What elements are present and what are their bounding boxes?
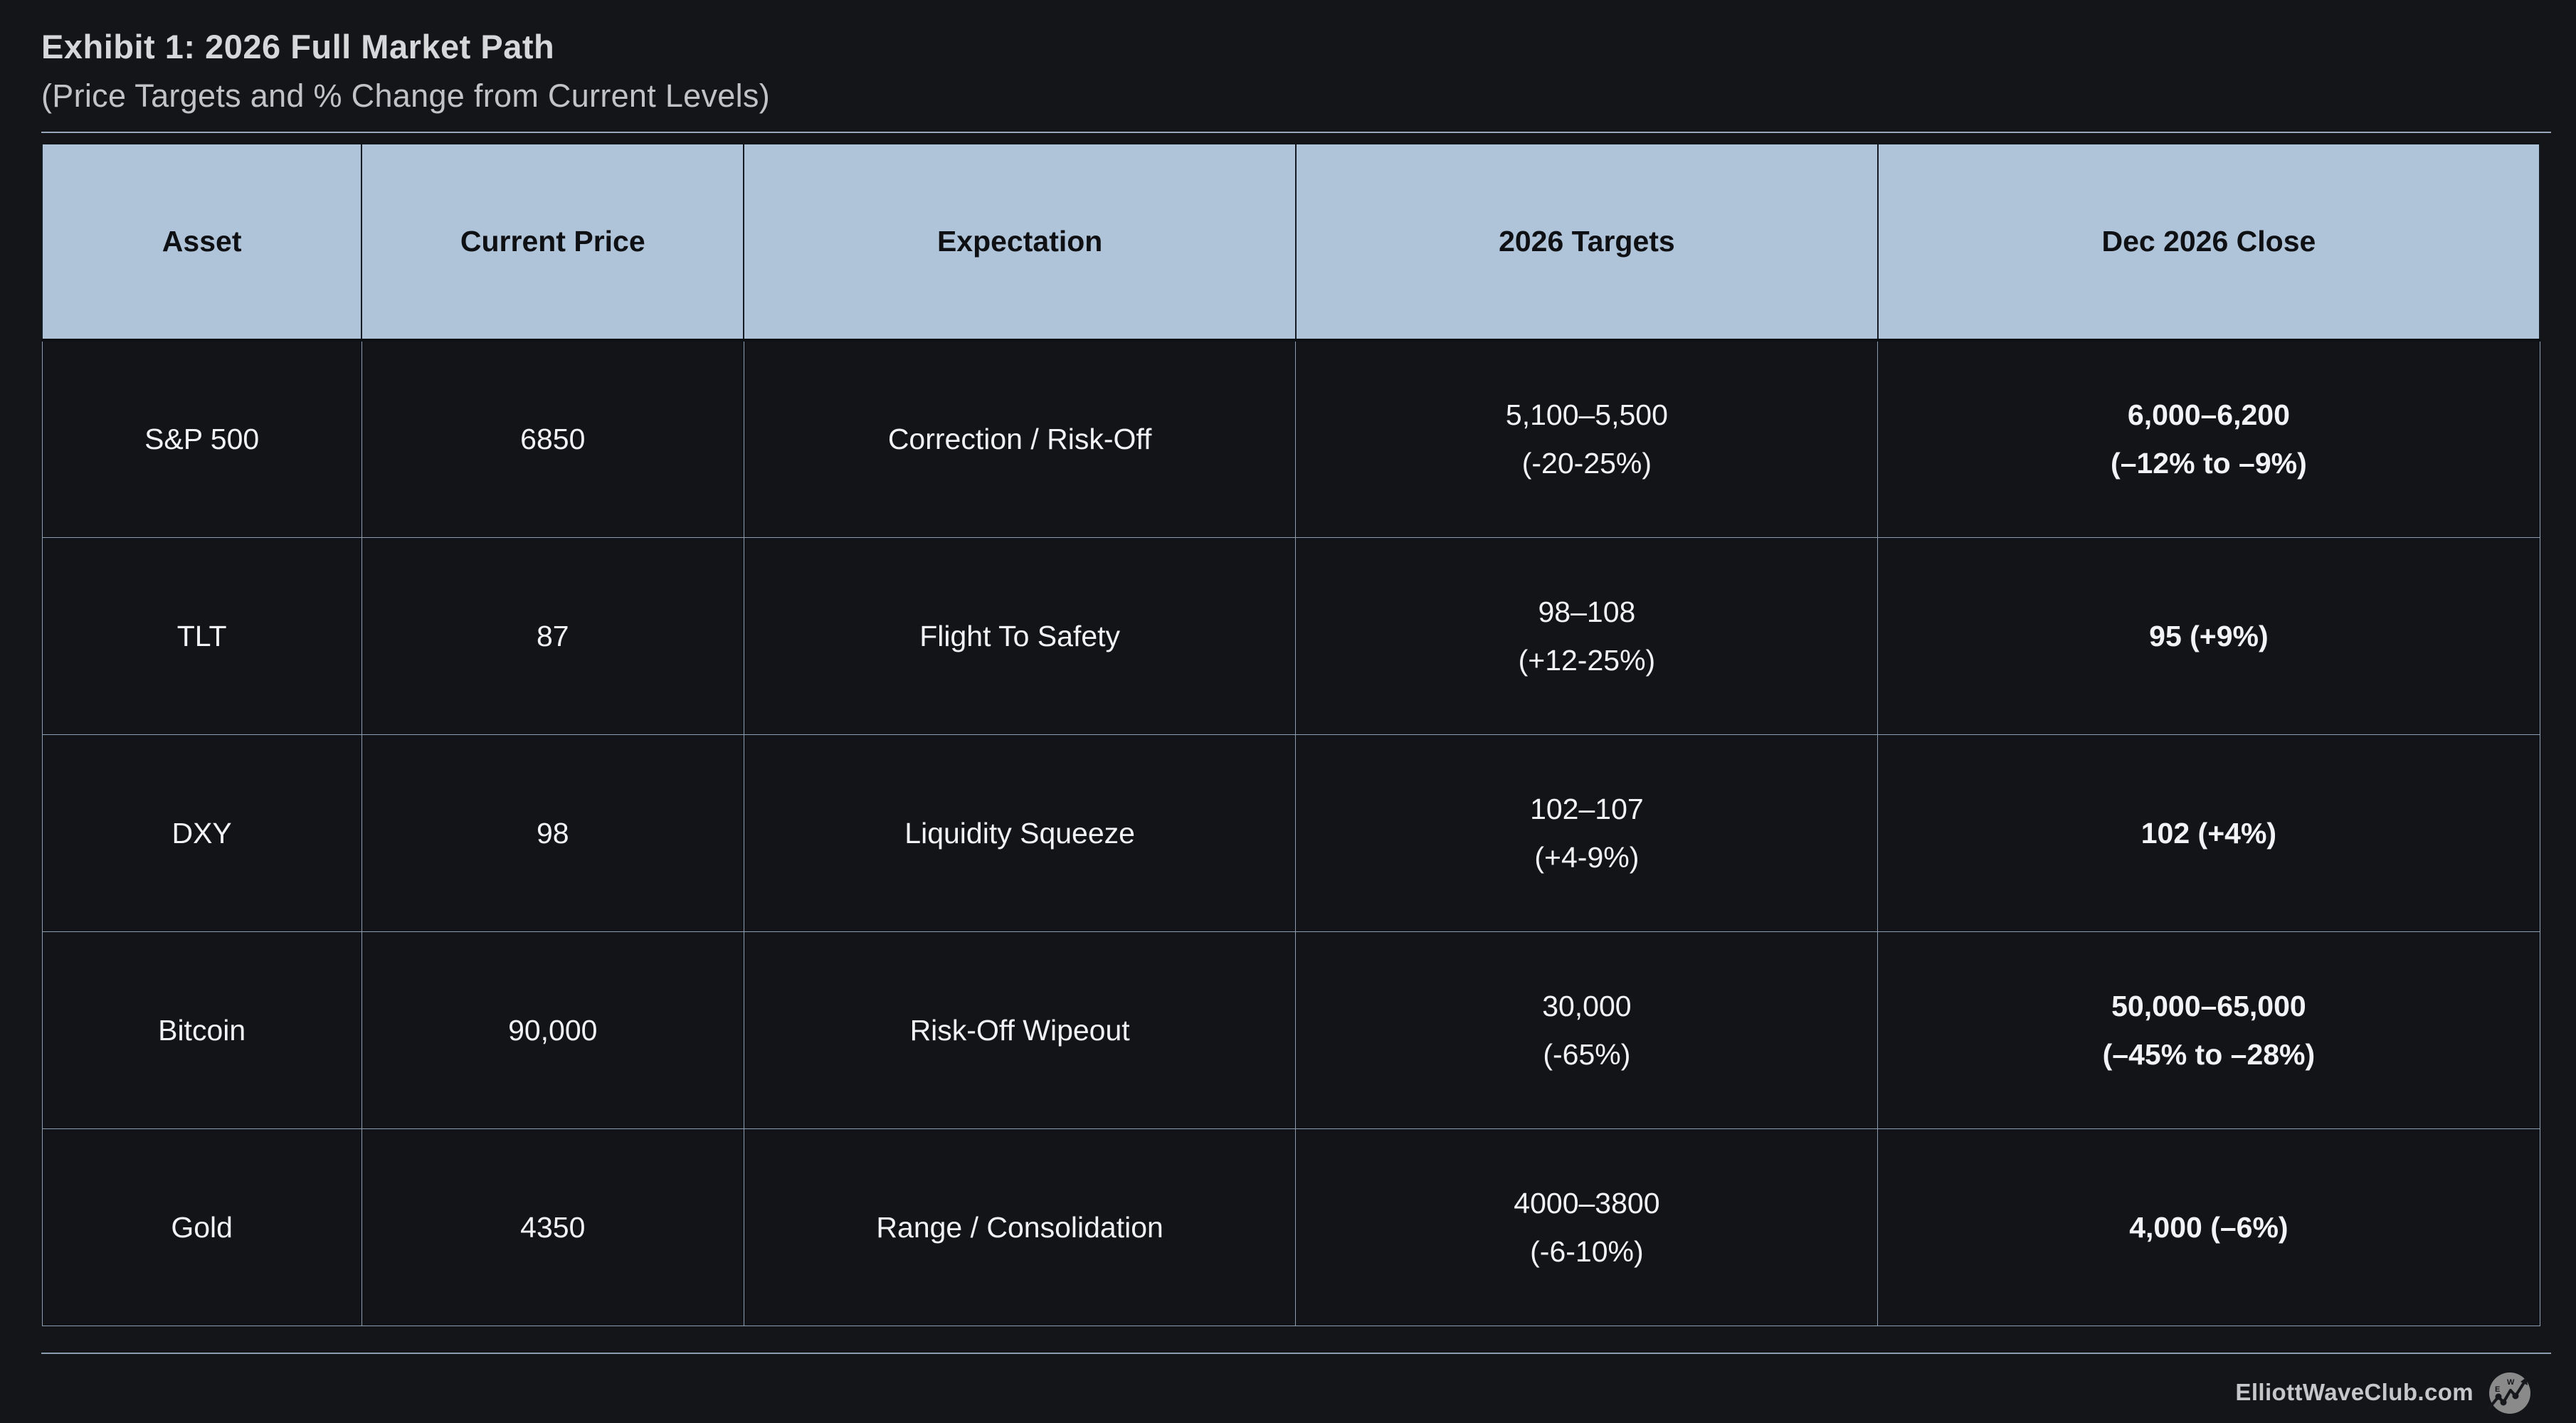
asset-cell: Gold xyxy=(41,1128,362,1326)
dec-close-cell: 102 (+4%) xyxy=(1877,734,2540,932)
bottom-divider xyxy=(41,1352,2551,1354)
current-price-cell: 6850 xyxy=(361,339,744,538)
asset-cell: TLT xyxy=(41,536,362,735)
targets-range: 30,000 xyxy=(1542,989,1632,1022)
header-row: Asset Current Price Expectation 2026 Tar… xyxy=(41,144,2541,342)
column-header-2026-targets: 2026 Targets xyxy=(1294,144,1879,342)
table-row-gold: Gold 4350 Range / Consolidation 4000–380… xyxy=(41,1128,2540,1326)
column-header-current-price: Current Price xyxy=(361,144,745,342)
column-header-asset: Asset xyxy=(41,144,363,342)
page-subtitle: (Price Targets and % Change from Current… xyxy=(41,78,771,114)
targets-pct: (+12-25%) xyxy=(1518,643,1656,677)
expectation-cell: Liquidity Squeeze xyxy=(743,734,1297,932)
table-row-dxy: DXY 98 Liquidity Squeeze 102–107 (+4-9%)… xyxy=(41,734,2540,932)
current-price-cell: 4350 xyxy=(361,1128,744,1326)
table-row-sp500: S&P 500 6850 Correction / Risk-Off 5,100… xyxy=(41,339,2540,538)
page-title: Exhibit 1: 2026 Full Market Path xyxy=(41,28,555,65)
targets-pct: (+4-9%) xyxy=(1534,840,1640,874)
current-price-cell: 87 xyxy=(361,536,744,735)
asset-cell: S&P 500 xyxy=(41,339,362,538)
top-divider xyxy=(41,132,2551,133)
targets-range: 5,100–5,500 xyxy=(1505,398,1668,432)
targets-cell: 98–108 (+12-25%) xyxy=(1295,536,1879,735)
dec-close-cell: 50,000–65,000 (–45% to –28%) xyxy=(1877,931,2540,1129)
close-range: 102 (+4%) xyxy=(2140,816,2277,850)
expectation-cell: Flight To Safety xyxy=(743,536,1297,735)
column-header-expectation: Expectation xyxy=(743,144,1297,342)
targets-cell: 102–107 (+4-9%) xyxy=(1295,734,1879,932)
close-range: 95 (+9%) xyxy=(2149,619,2269,652)
asset-cell: Bitcoin xyxy=(41,931,362,1129)
table-row-bitcoin: Bitcoin 90,000 Risk-Off Wipeout 30,000 (… xyxy=(41,931,2540,1129)
targets-pct: (-20-25%) xyxy=(1521,447,1652,480)
dec-close-cell: 95 (+9%) xyxy=(1877,536,2540,735)
targets-pct: (-65%) xyxy=(1543,1037,1631,1071)
elliott-wave-logo-icon: E W C xyxy=(2488,1371,2530,1414)
current-price-cell: 98 xyxy=(361,734,744,932)
asset-cell: DXY xyxy=(41,734,362,932)
svg-text:C: C xyxy=(2525,1371,2530,1379)
targets-range: 98–108 xyxy=(1538,595,1636,628)
expectation-cell: Correction / Risk-Off xyxy=(743,339,1297,538)
market-path-table: Asset Current Price Expectation 2026 Tar… xyxy=(41,144,2541,1326)
close-range: 50,000–65,000 xyxy=(2111,989,2306,1022)
expectation-cell: Range / Consolidation xyxy=(743,1128,1297,1326)
close-range: 6,000–6,200 xyxy=(2127,398,2290,432)
dec-close-cell: 6,000–6,200 (–12% to –9%) xyxy=(1877,339,2540,538)
expectation-cell: Risk-Off Wipeout xyxy=(743,931,1297,1129)
brand-text: ElliottWaveClub.com xyxy=(2235,1378,2474,1405)
column-header-dec-2026-close: Dec 2026 Close xyxy=(1876,144,2541,342)
targets-pct: (-6-10%) xyxy=(1530,1234,1644,1268)
footer: ElliottWaveClub.com E W C xyxy=(41,1370,2532,1415)
dec-close-cell: 4,000 (–6%) xyxy=(1877,1128,2540,1326)
targets-cell: 5,100–5,500 (-20-25%) xyxy=(1295,339,1879,538)
targets-range: 102–107 xyxy=(1530,792,1644,825)
svg-text:E: E xyxy=(2495,1385,2500,1394)
targets-range: 4000–3800 xyxy=(1514,1186,1660,1220)
table-row-tlt: TLT 87 Flight To Safety 98–108 (+12-25%)… xyxy=(41,536,2540,735)
close-range: 4,000 (–6%) xyxy=(2129,1210,2289,1244)
current-price-cell: 90,000 xyxy=(361,931,744,1129)
close-pct: (–45% to –28%) xyxy=(2102,1037,2316,1071)
close-pct: (–12% to –9%) xyxy=(2111,447,2307,480)
targets-cell: 4000–3800 (-6-10%) xyxy=(1295,1128,1879,1326)
targets-cell: 30,000 (-65%) xyxy=(1295,931,1879,1129)
svg-text:W: W xyxy=(2507,1378,2515,1387)
